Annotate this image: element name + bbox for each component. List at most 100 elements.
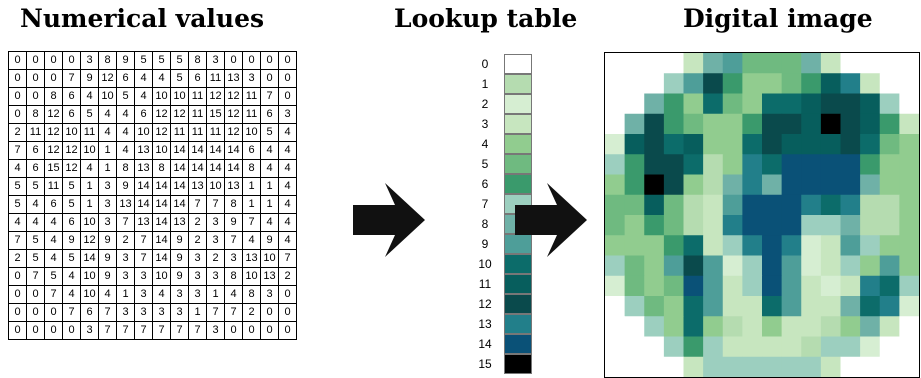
grid-cell: 6 [116, 69, 135, 88]
image-pixel [644, 93, 665, 115]
grid-cell: 4 [44, 249, 63, 268]
grid-cell: 3 [116, 267, 135, 286]
image-pixel [899, 275, 919, 297]
lookup-swatch [504, 134, 532, 154]
grid-cell: 0 [26, 285, 45, 304]
grid-cell: 4 [98, 285, 117, 304]
image-pixel [703, 154, 724, 175]
image-pixel [644, 296, 665, 317]
image-pixel [703, 215, 724, 236]
image-pixel [762, 316, 783, 337]
grid-cell: 0 [260, 51, 279, 70]
grid-cell: 0 [44, 69, 63, 88]
grid-cell: 9 [224, 213, 243, 232]
image-pixel [879, 275, 900, 297]
image-pixel [801, 275, 822, 297]
image-pixel [605, 194, 626, 216]
image-pixel [840, 53, 861, 74]
image-pixel [605, 73, 626, 94]
grid-cell: 13 [116, 195, 135, 214]
image-pixel [683, 154, 704, 175]
image-pixel [840, 113, 861, 135]
grid-cell: 2 [188, 231, 207, 250]
image-pixel [781, 174, 802, 196]
grid-cell: 14 [134, 177, 153, 196]
image-pixel [703, 356, 724, 377]
image-pixel [860, 215, 881, 236]
digital-image [604, 52, 920, 378]
grid-cell: 12 [80, 231, 99, 250]
image-pixel [781, 275, 802, 297]
grid-row: 7 6 12 12 10 1 4 13 10 14 14 14 14 6 4 4 [8, 141, 297, 160]
grid-cell: 0 [26, 87, 45, 106]
lookup-swatch [504, 294, 532, 314]
grid-cell: 8 [152, 159, 171, 178]
image-pixel [722, 255, 743, 277]
image-pixel [840, 215, 861, 236]
grid-cell: 1 [98, 141, 117, 160]
grid-cell: 7 [8, 141, 27, 160]
image-pixel [840, 235, 861, 256]
grid-cell: 10 [242, 123, 261, 142]
image-pixel [899, 113, 919, 135]
image-pixel [781, 215, 802, 236]
image-pixel [762, 356, 783, 377]
grid-cell: 4 [152, 285, 171, 304]
image-pixel [742, 296, 763, 317]
image-pixel [781, 93, 802, 115]
image-pixel [899, 154, 919, 175]
grid-cell: 4 [224, 285, 243, 304]
grid-cell: 0 [260, 321, 279, 340]
image-pixel [703, 235, 724, 256]
grid-cell: 7 [26, 267, 45, 286]
lookup-swatch [504, 174, 532, 194]
grid-cell: 10 [260, 249, 279, 268]
image-pixel [781, 154, 802, 175]
grid-cell: 10 [206, 177, 225, 196]
lookup-swatch [504, 334, 532, 354]
grid-cell: 11 [26, 123, 45, 142]
image-pixel [624, 235, 645, 256]
grid-row: 7 5 4 9 12 9 2 7 14 9 2 3 7 4 9 4 [8, 231, 297, 250]
image-pixel [879, 53, 900, 74]
image-pixel [703, 134, 724, 155]
grid-cell: 4 [116, 105, 135, 124]
image-pixel [722, 113, 743, 135]
lookup-swatch [504, 74, 532, 94]
grid-cell: 0 [8, 105, 27, 124]
lookup-swatch [504, 254, 532, 274]
image-pixel [663, 275, 684, 297]
grid-cell: 12 [44, 105, 63, 124]
image-pixel [683, 194, 704, 216]
image-pixel [624, 113, 645, 135]
grid-cell: 1 [242, 177, 261, 196]
grid-cell: 0 [242, 51, 261, 70]
image-pixel [742, 113, 763, 135]
grid-cell: 12 [224, 105, 243, 124]
lookup-entry: 10 [474, 254, 534, 274]
grid-cell: 14 [80, 249, 99, 268]
grid-cell: 0 [278, 321, 297, 340]
grid-cell: 0 [278, 303, 297, 322]
grid-cell: 4 [44, 231, 63, 250]
grid-cell: 4 [62, 267, 81, 286]
grid-cell: 4 [152, 69, 171, 88]
image-pixel [644, 316, 665, 337]
grid-cell: 10 [80, 213, 99, 232]
grid-cell: 9 [170, 267, 189, 286]
lookup-entry: 15 [474, 354, 534, 374]
lookup-entry: 12 [474, 294, 534, 314]
image-pixel [762, 53, 783, 74]
grid-cell: 12 [152, 123, 171, 142]
grid-cell: 7 [98, 321, 117, 340]
image-pixel [840, 154, 861, 175]
image-pixel [879, 113, 900, 135]
grid-cell: 5 [116, 87, 135, 106]
image-pixel [624, 255, 645, 277]
image-pixel [762, 275, 783, 297]
image-pixel [722, 73, 743, 94]
grid-cell: 7 [224, 231, 243, 250]
image-pixel [683, 215, 704, 236]
grid-cell: 14 [170, 141, 189, 160]
image-pixel [820, 356, 841, 377]
